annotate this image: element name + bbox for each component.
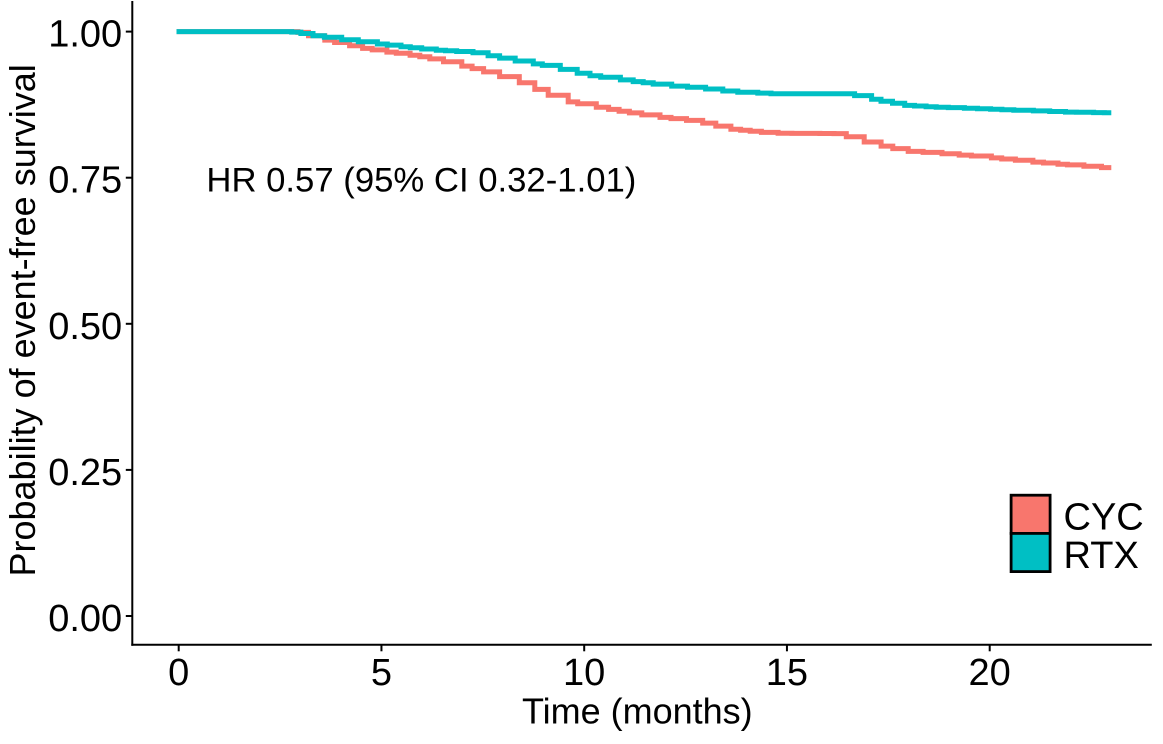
svg-text:Time (months): Time (months)	[522, 690, 753, 731]
svg-text:Probability of event-free surv: Probability of event-free survival	[2, 64, 43, 576]
svg-text:RTX: RTX	[1064, 535, 1139, 577]
svg-text:10: 10	[563, 652, 605, 694]
svg-text:0.00: 0.00	[48, 598, 122, 640]
svg-text:0: 0	[168, 652, 189, 694]
svg-text:0.50: 0.50	[48, 306, 122, 348]
svg-text:0.75: 0.75	[48, 160, 122, 202]
svg-text:HR 0.57 (95% CI 0.32-1.01): HR 0.57 (95% CI 0.32-1.01)	[206, 162, 636, 200]
svg-text:1.00: 1.00	[48, 14, 122, 56]
svg-text:15: 15	[766, 652, 808, 694]
svg-text:CYC: CYC	[1064, 497, 1144, 539]
svg-text:20: 20	[969, 652, 1011, 694]
svg-text:0.25: 0.25	[48, 452, 122, 494]
svg-text:5: 5	[371, 652, 392, 694]
